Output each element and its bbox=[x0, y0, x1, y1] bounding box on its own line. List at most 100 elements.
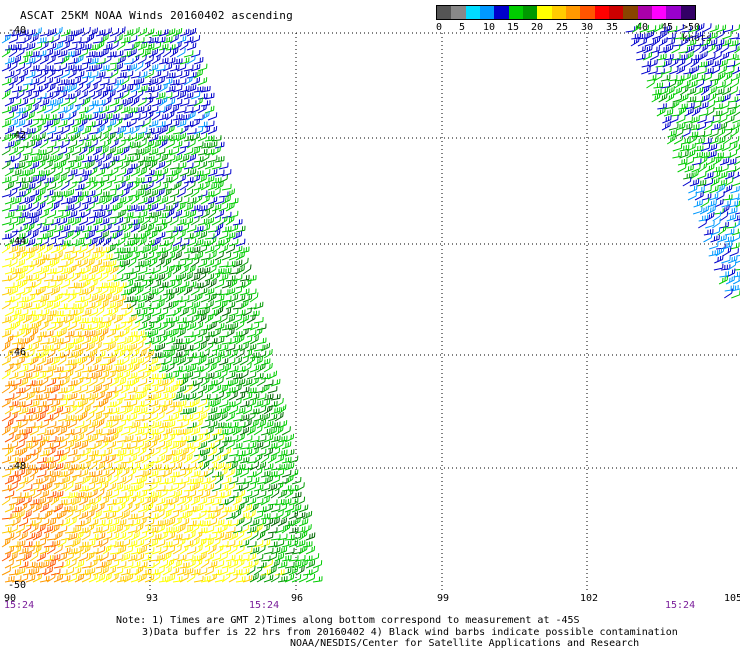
wind-barb bbox=[260, 483, 271, 492]
wind-barb bbox=[78, 274, 89, 282]
wind-barb bbox=[127, 426, 138, 436]
wind-barb bbox=[725, 275, 736, 285]
wind-barb bbox=[186, 435, 197, 443]
wind-barb bbox=[703, 120, 713, 131]
wind-barb bbox=[677, 106, 687, 117]
wind-barb bbox=[134, 148, 145, 156]
wind-barb bbox=[46, 394, 57, 401]
wind-barb bbox=[197, 384, 208, 394]
wind-barb bbox=[648, 67, 658, 75]
wind-barb bbox=[682, 123, 693, 131]
wind-barb bbox=[109, 127, 120, 135]
wind-barb bbox=[221, 308, 232, 317]
wind-barb bbox=[18, 127, 29, 135]
wind-barb bbox=[29, 355, 39, 366]
wind-barb bbox=[151, 308, 162, 317]
wind-barb bbox=[109, 281, 120, 289]
wind-barb bbox=[74, 238, 85, 247]
wind-barb bbox=[46, 238, 57, 247]
wind-barb bbox=[228, 197, 239, 205]
wind-barb bbox=[284, 547, 295, 555]
wind-barb bbox=[127, 330, 138, 338]
wind-barb bbox=[95, 405, 106, 415]
wind-barb bbox=[162, 440, 172, 450]
wind-barb bbox=[25, 127, 36, 135]
wind-barb bbox=[214, 306, 224, 317]
wind-barb bbox=[32, 139, 42, 149]
wind-barb bbox=[200, 447, 211, 457]
wind-barb bbox=[183, 554, 194, 562]
wind-barb bbox=[197, 398, 208, 408]
wind-barb bbox=[109, 40, 119, 51]
wind-barb bbox=[183, 331, 194, 338]
wind-barb bbox=[144, 267, 155, 275]
wind-barb bbox=[246, 565, 256, 576]
wind-barb bbox=[22, 104, 32, 114]
wind-barb bbox=[242, 490, 253, 499]
wind-barb bbox=[249, 419, 259, 429]
wind-barb bbox=[32, 421, 43, 429]
wind-barb bbox=[137, 573, 147, 583]
wind-barb bbox=[183, 232, 194, 240]
wind-barb bbox=[22, 399, 33, 408]
wind-barb bbox=[148, 357, 159, 366]
wind-barb bbox=[74, 404, 84, 415]
wind-barb bbox=[123, 348, 133, 359]
wind-barb bbox=[246, 411, 256, 422]
wind-barb bbox=[120, 568, 131, 576]
wind-barb bbox=[18, 492, 29, 499]
wind-barb bbox=[165, 477, 176, 485]
wind-barb bbox=[190, 313, 200, 324]
wind-barb bbox=[123, 519, 134, 527]
wind-barb bbox=[22, 453, 32, 464]
wind-barb bbox=[53, 436, 64, 443]
wind-barb bbox=[113, 132, 123, 142]
wind-barb bbox=[113, 92, 124, 100]
wind-barb bbox=[270, 475, 281, 485]
wind-barb bbox=[95, 153, 105, 163]
wind-barb bbox=[43, 243, 53, 254]
wind-barb bbox=[723, 127, 733, 138]
wind-barb bbox=[665, 92, 675, 103]
wind-barb bbox=[120, 384, 130, 394]
wind-barb bbox=[127, 285, 137, 296]
wind-barb bbox=[671, 44, 681, 54]
wind-barb bbox=[74, 70, 85, 79]
wind-barb bbox=[158, 167, 169, 177]
wind-barb bbox=[155, 258, 165, 268]
wind-barb bbox=[78, 454, 89, 464]
wind-barb bbox=[109, 239, 120, 247]
wind-barb bbox=[57, 454, 67, 464]
wind-barb bbox=[116, 532, 127, 541]
wind-barb bbox=[190, 230, 201, 240]
wind-barb bbox=[144, 420, 155, 429]
wind-barb bbox=[686, 96, 697, 103]
wind-barb bbox=[29, 134, 40, 142]
wind-barb bbox=[207, 155, 218, 163]
wind-barb bbox=[677, 163, 687, 173]
wind-barb bbox=[718, 275, 729, 285]
wind-barb bbox=[36, 300, 46, 310]
wind-barb bbox=[88, 294, 99, 303]
wind-barb bbox=[176, 344, 187, 352]
wind-barb bbox=[190, 77, 201, 86]
wind-barb bbox=[22, 468, 32, 478]
wind-barb bbox=[1, 484, 12, 492]
wind-barb bbox=[235, 378, 246, 387]
wind-barb bbox=[162, 345, 173, 352]
wind-barb bbox=[85, 385, 96, 394]
wind-barb bbox=[263, 547, 274, 555]
wind-barb bbox=[95, 519, 106, 527]
wind-barb bbox=[53, 379, 64, 387]
wind-barb bbox=[636, 45, 646, 54]
wind-barb bbox=[95, 141, 106, 149]
wind-barb bbox=[11, 68, 21, 79]
wind-barb bbox=[64, 146, 75, 156]
wind-barb bbox=[291, 516, 301, 527]
wind-barb bbox=[1, 526, 12, 534]
wind-barb bbox=[60, 253, 71, 261]
wind-barb bbox=[137, 54, 147, 65]
wind-barb bbox=[123, 336, 134, 345]
wind-barb bbox=[71, 454, 81, 464]
wind-barb bbox=[102, 54, 112, 65]
